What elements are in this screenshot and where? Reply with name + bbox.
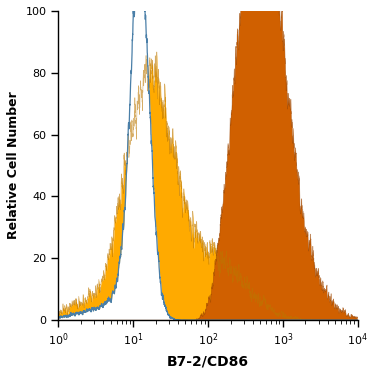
- Y-axis label: Relative Cell Number: Relative Cell Number: [7, 92, 20, 239]
- X-axis label: B7-2/CD86: B7-2/CD86: [167, 354, 249, 368]
